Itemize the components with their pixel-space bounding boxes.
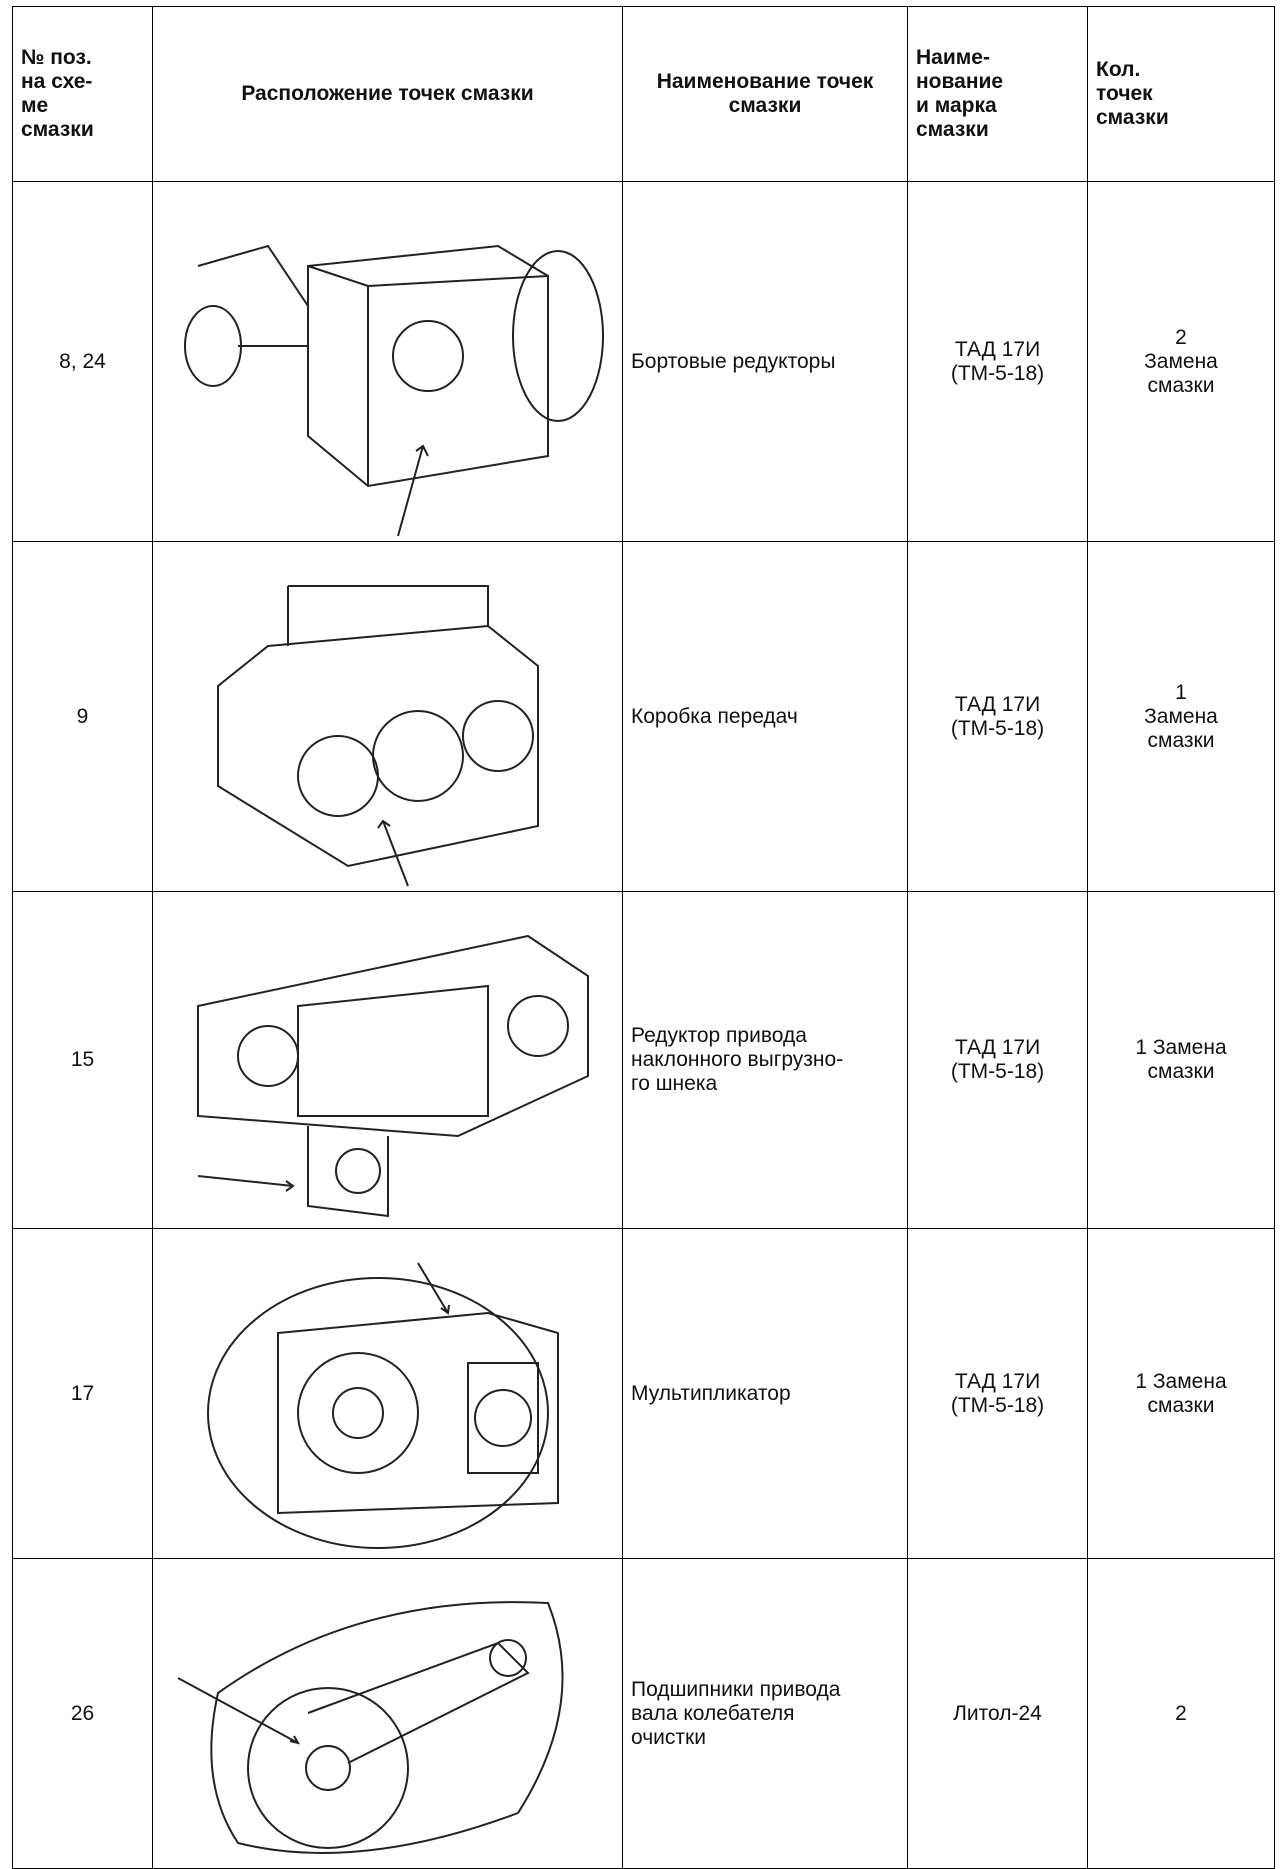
row: 17 Мультипликатор ТАД 17И (ТМ-5-18) 1 За… [12, 1228, 1275, 1559]
lubricant: ТАД 17И (ТМ-5-18) [907, 181, 1088, 542]
lubricant: Литол-24 [907, 1558, 1088, 1869]
header-cell: Кол. точек смазки [1087, 6, 1275, 182]
header-cell: Наименование точек смазки [622, 6, 908, 182]
header-cell: № поз. на схе- ме смазки [12, 6, 153, 182]
point-count: 2 Замена смазки [1087, 181, 1275, 542]
header-cell: Наиме- нование и марка смазки [907, 6, 1088, 182]
row: 9 Коробка передач ТАД 17И (ТМ-5-18) 1 За… [12, 541, 1275, 892]
row: 8, 24 Бортовые редукторы ТАД 17И (ТМ-5-1… [12, 181, 1275, 542]
illustration-cell [152, 1558, 623, 1869]
header-row: № поз. на схе- ме смазки Расположение то… [12, 6, 1275, 182]
point-name: Бортовые редукторы [622, 181, 908, 542]
point-count: 1 Замена смазки [1087, 891, 1275, 1229]
lubrication-table: № поз. на схе- ме смазки Расположение то… [12, 6, 1275, 1869]
lubricant: ТАД 17И (ТМ-5-18) [907, 1228, 1088, 1559]
point-count: 1 Замена смазки [1087, 541, 1275, 892]
point-name: Редуктор привода наклонного выгрузно- го… [622, 891, 908, 1229]
lubricant: ТАД 17И (ТМ-5-18) [907, 541, 1088, 892]
illustration [216, 585, 539, 887]
illustration [196, 934, 589, 1218]
row: 15 Редуктор привода наклонного выгрузно-… [12, 891, 1275, 1229]
lubricant: ТАД 17И (ТМ-5-18) [907, 891, 1088, 1229]
position: 26 [12, 1558, 153, 1869]
illustration-cell [152, 541, 623, 892]
illustration-cell [152, 891, 623, 1229]
illustration [183, 244, 604, 537]
header-cell: Расположение точек смазки [152, 6, 623, 182]
point-name: Коробка передач [622, 541, 908, 892]
position: 8, 24 [12, 181, 153, 542]
position: 15 [12, 891, 153, 1229]
position: 9 [12, 541, 153, 892]
illustration-cell [152, 181, 623, 542]
point-count: 1 Замена смазки [1087, 1228, 1275, 1559]
row: 26 Подшипники привода вала колебателя оч… [12, 1558, 1275, 1869]
illustration-cell [152, 1228, 623, 1559]
position: 17 [12, 1228, 153, 1559]
point-name: Подшипники привода вала колебателя очист… [622, 1558, 908, 1869]
point-name: Мультипликатор [622, 1228, 908, 1559]
point-count: 2 [1087, 1558, 1275, 1869]
illustration [177, 1601, 564, 1854]
illustration [206, 1262, 559, 1549]
